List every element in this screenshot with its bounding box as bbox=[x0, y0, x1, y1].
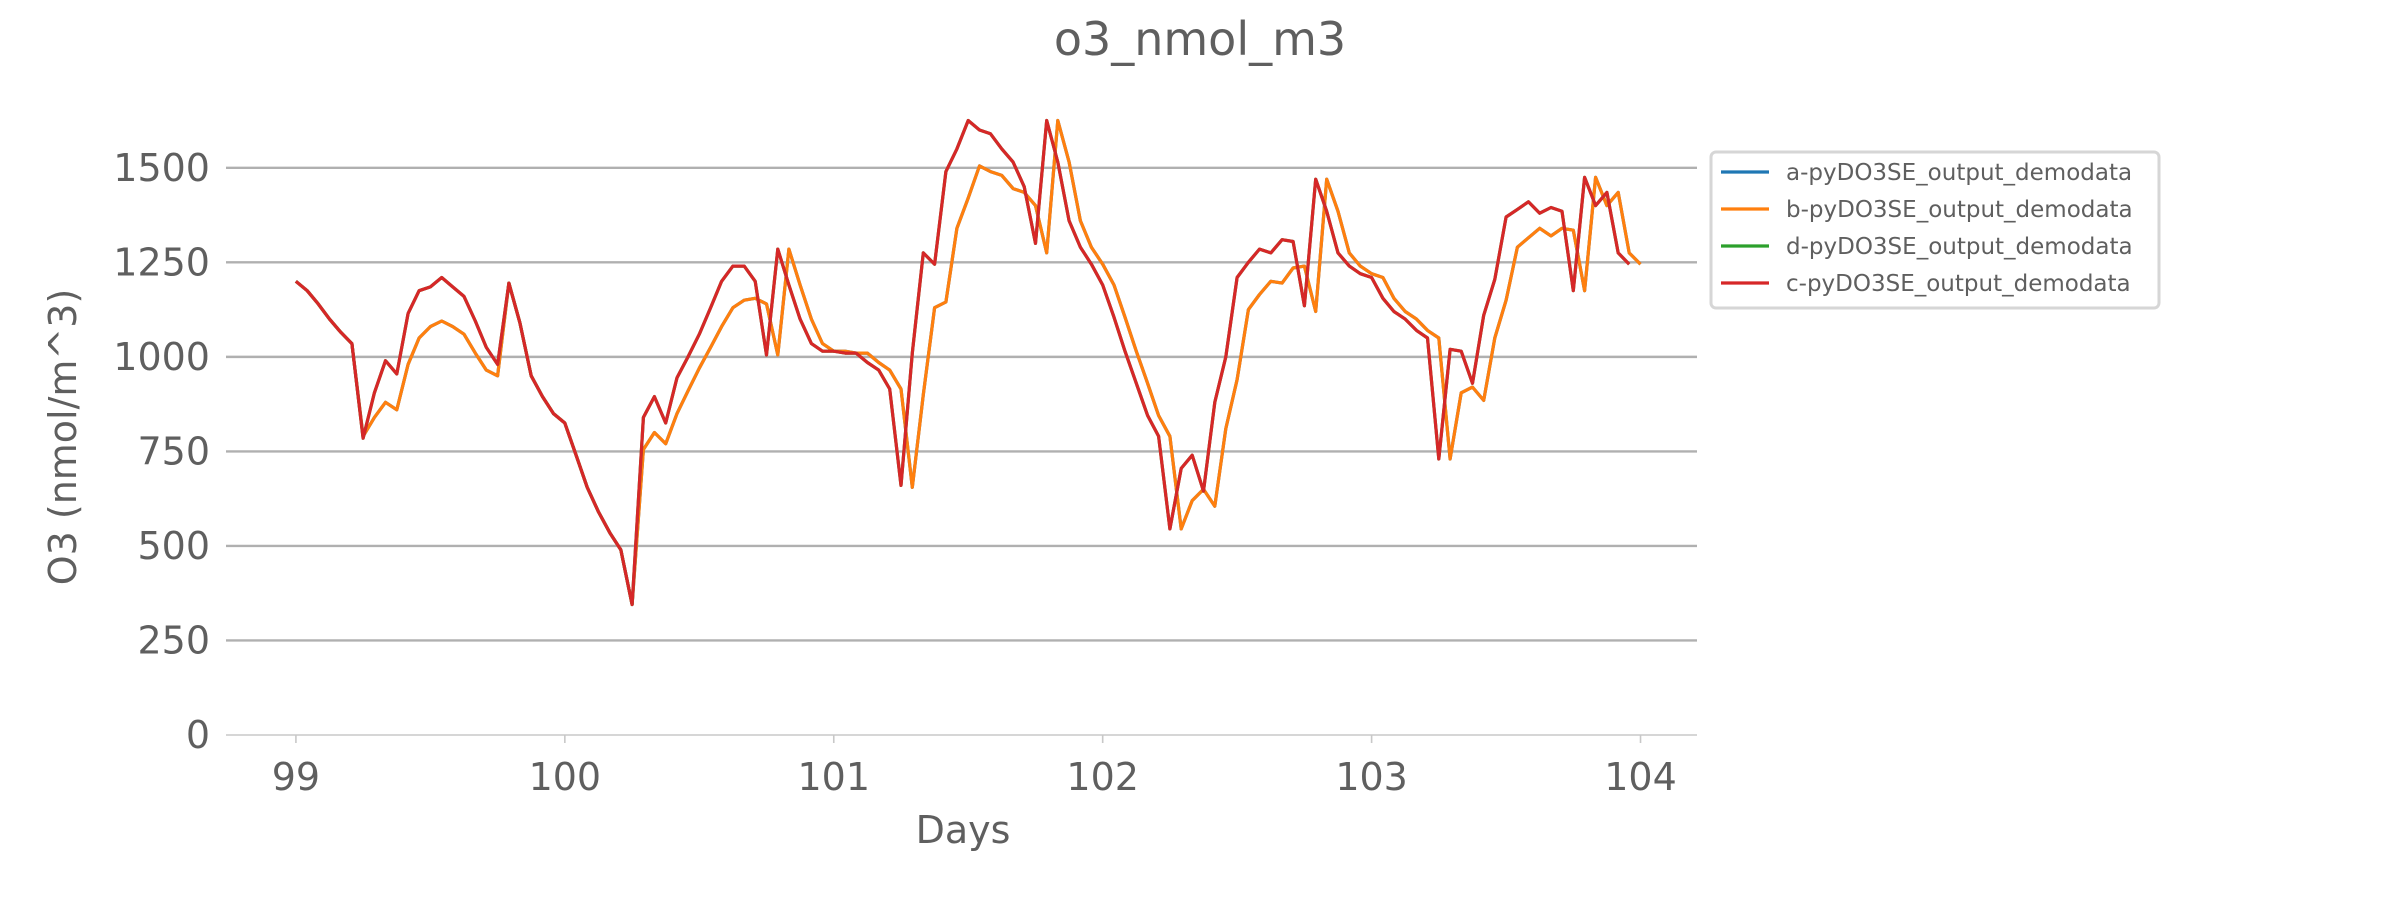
x-tick-label: 99 bbox=[272, 755, 320, 799]
x-tick-label: 104 bbox=[1604, 755, 1677, 799]
y-axis-label: O3 (nmol/m^3) bbox=[41, 289, 85, 586]
series-lines bbox=[294, 118, 1642, 607]
legend-label: a-pyDO3SE_output_demodata bbox=[1786, 160, 2132, 186]
y-tick-label: 750 bbox=[137, 429, 210, 473]
y-tick-label: 250 bbox=[137, 618, 210, 662]
axes bbox=[226, 734, 1697, 743]
legend-frame bbox=[1709, 150, 2161, 310]
y-tick-label: 0 bbox=[186, 713, 210, 757]
x-axis-label: Days bbox=[916, 808, 1011, 852]
legend-label: c-pyDO3SE_output_demodata bbox=[1786, 271, 2131, 297]
legend-label: d-pyDO3SE_output_demodata bbox=[1786, 234, 2133, 260]
gridlines bbox=[226, 166, 1697, 642]
x-tick-label: 103 bbox=[1335, 755, 1408, 799]
series-line-c-pyDO3SE_output_demodata bbox=[294, 118, 1631, 607]
legend-label: b-pyDO3SE_output_demodata bbox=[1786, 197, 2133, 223]
y-tick-label: 500 bbox=[137, 524, 210, 568]
y-tick-label: 1000 bbox=[113, 335, 210, 379]
x-tick-label: 101 bbox=[797, 755, 870, 799]
y-tick-label: 1500 bbox=[113, 146, 210, 190]
chart-title: o3_nmol_m3 bbox=[1054, 12, 1346, 66]
legend: a-pyDO3SE_output_demodata b-pyDO3SE_outpu… bbox=[1709, 150, 2161, 310]
y-tick-label: 1250 bbox=[113, 240, 210, 284]
x-tick-label: 102 bbox=[1066, 755, 1139, 799]
tick-labels: 0 250 500 750 1000 1250 1500 99 100 101 102 103 104 bbox=[113, 146, 1677, 799]
x-tick-label: 100 bbox=[529, 755, 602, 799]
